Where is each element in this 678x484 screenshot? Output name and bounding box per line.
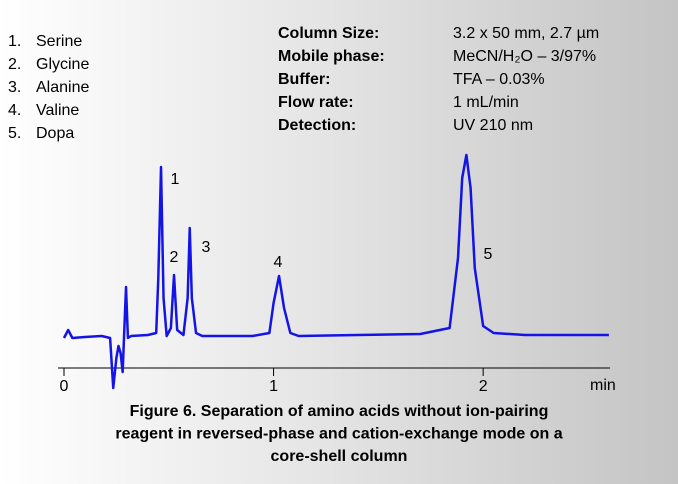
condition-value: TFA – 0.03% [453, 71, 545, 88]
condition-label: Mobile phase: [278, 48, 385, 65]
peak-label: 5 [484, 246, 493, 263]
compound-name: Valine [36, 102, 79, 119]
compound-number: 2. [8, 56, 21, 73]
peak-label: 3 [202, 239, 211, 256]
compound-number: 5. [8, 125, 21, 142]
condition-label: Buffer: [278, 71, 330, 88]
caption: Figure 6. Separation of amino acids with… [130, 403, 549, 420]
caption: reagent in reversed-phase and cation-exc… [115, 426, 562, 443]
condition-value: MeCN/H₂O – 3/97% [453, 48, 596, 65]
x-tick-label: 1 [269, 378, 278, 395]
peak-label: 4 [274, 254, 283, 271]
peak-label: 2 [170, 249, 179, 266]
compound-number: 4. [8, 102, 21, 119]
x-tick-label: 0 [60, 378, 69, 395]
peak-label: 1 [171, 171, 180, 188]
condition-value: 1 mL/min [453, 94, 519, 111]
condition-value: UV 210 nm [453, 117, 533, 134]
compound-number: 3. [8, 79, 21, 96]
x-axis-label: min [590, 377, 616, 394]
trace [62, 153, 609, 390]
condition-label: Detection: [278, 117, 356, 134]
condition-value: 3.2 x 50 mm, 2.7 µm [453, 25, 599, 42]
compound-name: Dopa [36, 125, 74, 142]
caption: core-shell column [271, 448, 408, 465]
compound-name: Glycine [36, 56, 89, 73]
condition-label: Column Size: [278, 25, 379, 42]
x-tick-label: 2 [479, 378, 488, 395]
compound-name: Alanine [36, 79, 89, 96]
compound-name: Serine [36, 33, 82, 50]
condition-label: Flow rate: [278, 94, 354, 111]
compound-number: 1. [8, 33, 21, 50]
